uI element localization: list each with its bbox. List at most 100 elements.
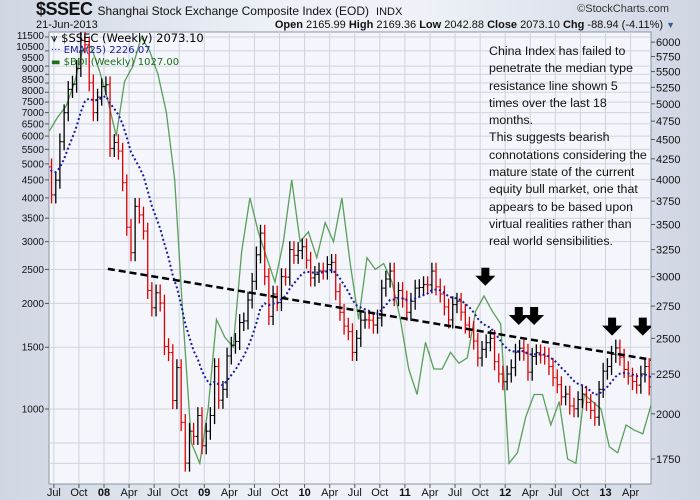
annotation-text: China Index has failed to penetrate the … — [489, 43, 649, 251]
price-bar — [551, 358, 556, 387]
price-bar — [346, 317, 351, 341]
price-bar — [212, 358, 217, 425]
price-bar — [70, 75, 75, 98]
legend-ema: ··· EMA(25) 2226.07 — [51, 45, 151, 57]
price-bar — [576, 391, 581, 418]
index-name: Shanghai Stock Exchange Composite Index … — [97, 4, 370, 18]
x-axis-label: Jul — [548, 487, 562, 499]
price-bar — [225, 347, 230, 398]
price-bar — [509, 359, 514, 383]
left-axis-label: 1500 — [22, 343, 45, 354]
price-bar — [417, 279, 422, 297]
x-axis-label: Jul — [47, 487, 61, 499]
down-arrow-icon — [508, 307, 529, 326]
price-bar — [388, 262, 393, 288]
x-axis-label: 09 — [198, 487, 210, 499]
price-bar — [379, 279, 384, 327]
right-axis-label: 1750 — [656, 454, 680, 466]
price-bar — [145, 222, 150, 300]
price-bar — [78, 32, 83, 77]
x-axis-label: Oct — [171, 487, 188, 499]
left-axis-label: 9000 — [22, 64, 45, 75]
price-bar — [475, 332, 480, 367]
left-axis-label: 5000 — [22, 159, 45, 170]
left-axis-label: 7500 — [22, 97, 45, 108]
x-axis-label: Oct — [472, 487, 489, 499]
price-bar — [454, 292, 459, 314]
price-bar — [158, 284, 163, 312]
left-axis-label: 2500 — [22, 265, 45, 276]
legend-price: ⩛ $SSEC (Weekly) 2073.10 — [51, 32, 204, 45]
close-value: 2073.10 — [520, 19, 560, 31]
x-axis-label: Jul — [348, 487, 362, 499]
price-bar — [567, 385, 572, 415]
chart-date: 21-Jun-2013 — [36, 19, 98, 31]
left-axis-label: 8500 — [22, 75, 45, 86]
x-axis-label: 11 — [399, 487, 411, 499]
left-axis-label: 7000 — [22, 108, 45, 119]
open-value: 2165.99 — [306, 19, 346, 31]
x-axis-label: 08 — [98, 487, 110, 499]
price-bar — [258, 224, 263, 264]
price-bar — [500, 365, 505, 391]
right-axis-label: 5500 — [656, 67, 680, 79]
x-axis-label: Apr — [121, 487, 138, 499]
price-bar — [484, 334, 489, 358]
price-bar — [592, 402, 597, 426]
price-bar — [463, 303, 468, 334]
down-arrow-icon — [632, 317, 651, 336]
left-axis-label: 2000 — [22, 299, 45, 310]
price-bar — [563, 385, 568, 406]
x-axis-label: Jul — [448, 487, 462, 499]
dropdown-triangle-icon[interactable]: ▼ — [666, 20, 675, 30]
bdi-line — [49, 35, 651, 466]
price-bar — [91, 74, 96, 122]
price-bar — [246, 291, 251, 330]
price-bar — [429, 262, 434, 294]
x-axis-label: Apr — [522, 487, 539, 499]
price-bar — [492, 329, 497, 371]
price-bar — [195, 407, 200, 445]
price-bar — [571, 397, 576, 418]
annotation-paragraph-1: China Index has failed to penetrate the … — [489, 44, 633, 128]
price-bar — [283, 268, 288, 286]
price-bar — [149, 282, 154, 317]
ohlc-bar-icon: ⩛ — [51, 31, 62, 45]
x-axis-label: Oct — [271, 487, 288, 499]
price-bar — [137, 197, 142, 224]
price-bar — [367, 311, 372, 329]
price-bar — [555, 369, 560, 394]
price-bar — [279, 268, 284, 312]
price-bar — [108, 76, 113, 157]
x-axis-label: Apr — [421, 487, 438, 499]
right-axis-label: 6000 — [656, 37, 680, 49]
right-axis-label: 4750 — [656, 116, 680, 128]
right-axis-label: 3500 — [656, 219, 680, 231]
price-bar — [404, 290, 409, 321]
price-bar — [287, 241, 292, 286]
price-bar — [442, 285, 447, 316]
left-axis-label: 5500 — [22, 145, 45, 156]
left-axis-label: 3000 — [22, 237, 45, 248]
price-bar — [580, 385, 585, 409]
left-axis-label: 10500 — [16, 42, 44, 53]
price-bar — [459, 292, 464, 321]
price-bar — [229, 336, 234, 365]
price-bar — [166, 338, 171, 362]
x-axis-label: 13 — [599, 487, 611, 499]
price-bar — [383, 270, 388, 297]
price-bar — [317, 262, 322, 283]
legend-bdi-text: $BDI (Weekly) 1027.00 — [63, 57, 180, 68]
price-bar — [296, 242, 301, 264]
price-bar — [291, 241, 296, 264]
price-bar — [513, 343, 518, 377]
chg-value: -88.94 (-4.11%) — [587, 19, 664, 31]
price-bar — [601, 362, 606, 398]
right-axis-label: 2750 — [656, 301, 680, 313]
right-axis-label: 2000 — [656, 409, 680, 421]
x-axis-label: Jul — [147, 487, 161, 499]
price-bar — [179, 359, 184, 431]
x-axis-label: Oct — [70, 487, 87, 499]
